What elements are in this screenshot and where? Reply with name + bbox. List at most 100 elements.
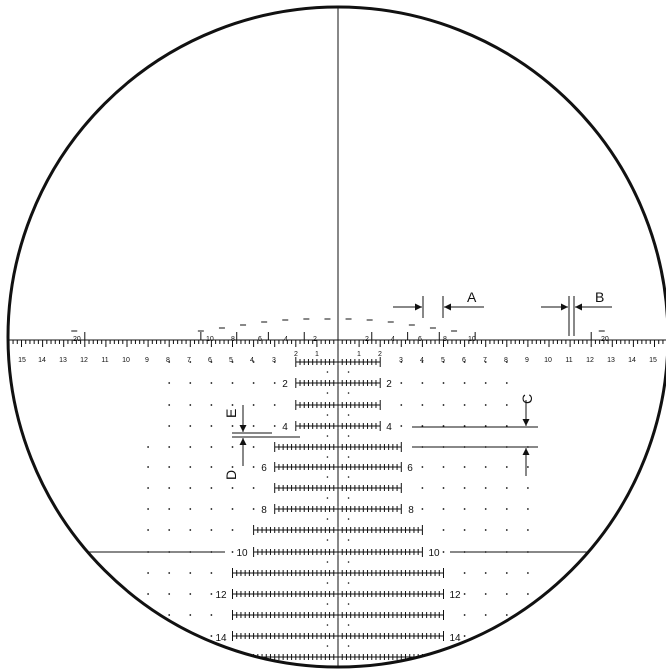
scale-label: 5 bbox=[229, 357, 233, 364]
tree-dot bbox=[484, 593, 487, 595]
tree-dot bbox=[210, 382, 213, 384]
tree-dot bbox=[168, 425, 171, 427]
tree-dot bbox=[273, 425, 276, 427]
tree-dot bbox=[273, 404, 276, 406]
scale-label: 10 bbox=[122, 357, 130, 364]
tree-dot bbox=[442, 425, 445, 427]
tree-dot bbox=[527, 508, 529, 510]
tree-dot bbox=[189, 466, 192, 468]
tree-dot bbox=[505, 382, 508, 384]
tree-dot bbox=[400, 361, 403, 363]
row-label-left: 8 bbox=[261, 505, 267, 516]
tree-dot bbox=[442, 466, 445, 468]
tree-dot bbox=[505, 404, 508, 406]
tree-dot bbox=[189, 529, 192, 531]
row-label-left: 6 bbox=[261, 463, 267, 474]
row-label-right: 14 bbox=[449, 633, 461, 644]
tree-dot bbox=[231, 361, 234, 363]
tree-dot bbox=[231, 487, 234, 489]
tree-dot bbox=[231, 529, 234, 531]
tree-dot bbox=[326, 561, 329, 563]
scale-label: 2 bbox=[378, 351, 382, 358]
tree-dot bbox=[147, 593, 150, 595]
tree-dot bbox=[527, 487, 529, 489]
tree-dot bbox=[189, 614, 192, 616]
row-label-right: 8 bbox=[408, 505, 414, 516]
tree-dot bbox=[484, 382, 487, 384]
upper-label: 6 bbox=[258, 336, 262, 343]
tree-dot bbox=[442, 382, 445, 384]
tree-dot bbox=[463, 656, 466, 658]
tree-dot bbox=[168, 614, 171, 616]
tree-dot bbox=[421, 382, 424, 384]
scale-label: 9 bbox=[145, 357, 149, 364]
tree-dot bbox=[147, 551, 150, 553]
tree-dot bbox=[442, 487, 445, 489]
tree-dot bbox=[252, 425, 255, 427]
scale-label: 4 bbox=[420, 357, 424, 364]
scale-label: 11 bbox=[565, 357, 572, 364]
tree-dot bbox=[484, 404, 487, 406]
callout-d-label: D bbox=[223, 470, 239, 480]
callout-b: B bbox=[541, 289, 612, 336]
tree-dot bbox=[347, 476, 350, 478]
tree-dot bbox=[326, 518, 329, 520]
tree-dot bbox=[347, 582, 350, 584]
scale-label: 8 bbox=[166, 357, 170, 364]
tree-dot bbox=[326, 497, 329, 499]
tree-dot bbox=[252, 446, 255, 448]
tree-dot bbox=[189, 425, 192, 427]
tree-dot bbox=[463, 361, 466, 363]
tree-dot bbox=[210, 614, 213, 616]
upper-labels-left: 20 10 8 6 4 2 bbox=[73, 336, 317, 343]
tree-dot bbox=[326, 539, 329, 541]
tree-dot bbox=[147, 529, 150, 531]
scale-label: 3 bbox=[399, 357, 403, 364]
tree-dot bbox=[505, 551, 508, 553]
tree-dot bbox=[463, 466, 466, 468]
tree-dot bbox=[505, 487, 508, 489]
tree-dot bbox=[147, 466, 150, 468]
tree-dot bbox=[463, 551, 466, 553]
tree-dot bbox=[210, 466, 213, 468]
tree-dot bbox=[347, 456, 350, 458]
scale-label: 14 bbox=[628, 357, 636, 364]
tree-dot bbox=[168, 593, 171, 595]
scale-label: 3 bbox=[272, 357, 276, 364]
tree-dot bbox=[326, 435, 329, 437]
tree-dot bbox=[210, 529, 213, 531]
row-label-left: 2 bbox=[282, 379, 288, 390]
scale-label: 4 bbox=[250, 357, 254, 364]
scale-label: 1 bbox=[357, 351, 361, 358]
row-label-right: 4 bbox=[386, 422, 392, 433]
tree-dot bbox=[527, 656, 529, 658]
tree-dot bbox=[168, 382, 171, 384]
tree-dot bbox=[484, 635, 487, 637]
tree-dot bbox=[168, 572, 171, 574]
tree-dot bbox=[168, 635, 171, 637]
tree-dot bbox=[421, 508, 424, 510]
tree-dot bbox=[421, 466, 424, 468]
tree-dot bbox=[347, 497, 350, 499]
scale-labels-left: 15 14 13 12 11 10 9 8 7 6 5 4 3 2 1 bbox=[18, 351, 319, 364]
tree-dot bbox=[463, 487, 466, 489]
upper-label: 8 bbox=[231, 336, 235, 343]
tree-dot bbox=[189, 656, 192, 658]
tree-dot bbox=[527, 593, 529, 595]
tree-dot bbox=[505, 572, 508, 574]
tree-dot bbox=[484, 551, 487, 553]
upper-label: 8 bbox=[443, 336, 447, 343]
tree-dot bbox=[505, 614, 508, 616]
tree-dot bbox=[231, 382, 234, 384]
tree-dot bbox=[168, 551, 171, 553]
scale-label: 8 bbox=[504, 357, 508, 364]
callout-e-label: E bbox=[223, 409, 239, 418]
row-label-left: 14 bbox=[215, 633, 227, 644]
tree-dot bbox=[189, 382, 192, 384]
row-label-left: 10 bbox=[236, 548, 248, 559]
tree-dot bbox=[189, 487, 192, 489]
scale-label: 11 bbox=[101, 357, 108, 364]
tree-dot bbox=[189, 404, 192, 406]
tree-dot bbox=[347, 518, 350, 520]
tree-dot bbox=[505, 425, 508, 427]
